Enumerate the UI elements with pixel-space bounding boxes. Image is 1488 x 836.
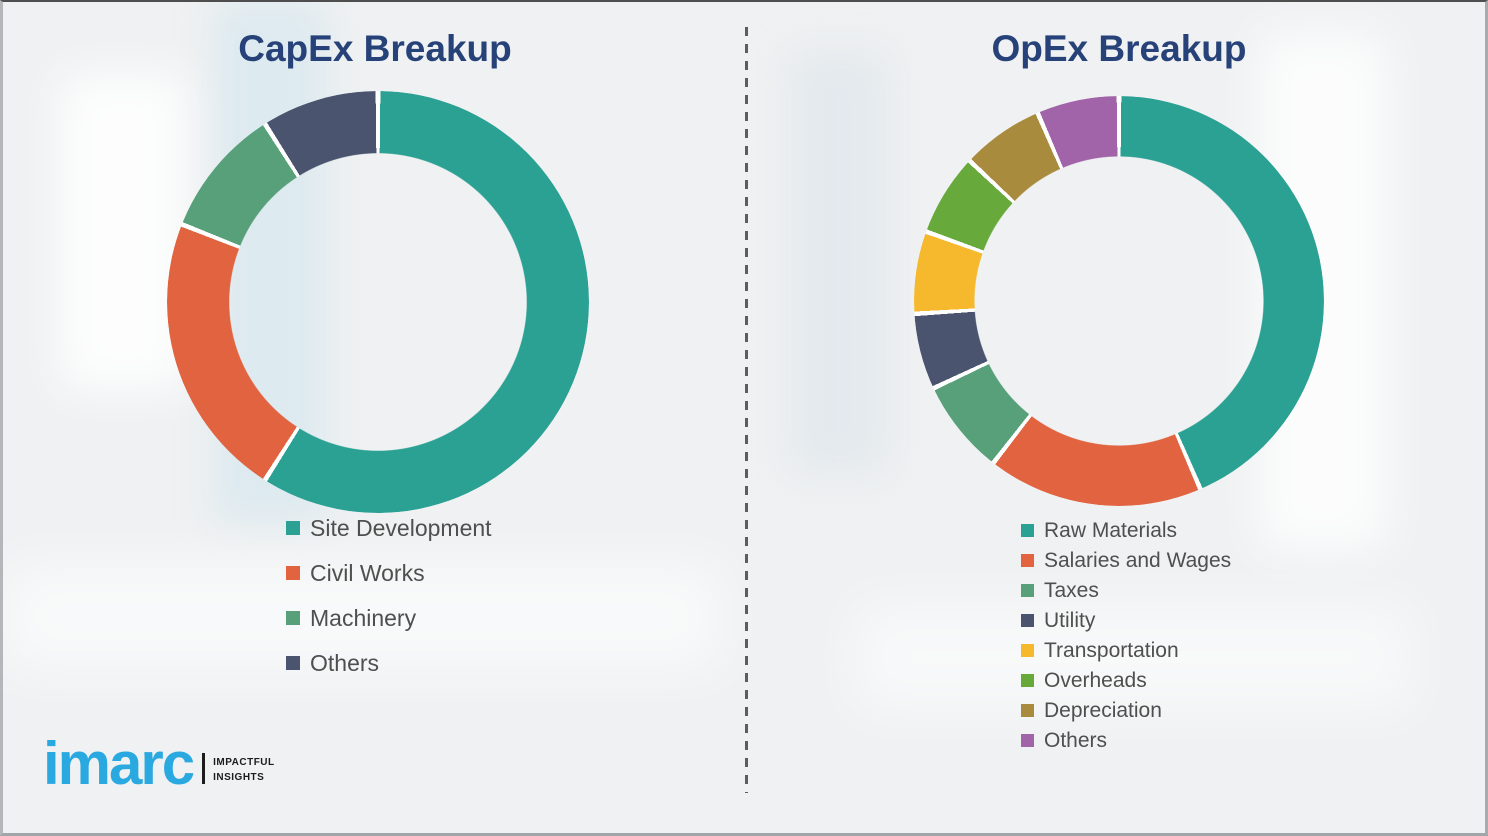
legend-swatch <box>1021 524 1034 537</box>
capex-legend: Site Development Civil Works Machinery Othe… <box>286 514 492 677</box>
legend-swatch <box>286 521 300 535</box>
legend-item: Civil Works <box>286 559 492 587</box>
legend-label: Transportation <box>1044 639 1179 662</box>
legend-swatch <box>1021 584 1034 597</box>
legend-item: Depreciation <box>1021 698 1231 723</box>
legend-label: Site Development <box>310 515 492 541</box>
tagline-line2: INSIGHTS <box>213 771 265 783</box>
opex-legend: Raw Materials Salaries and Wages Taxes Util… <box>1021 518 1231 753</box>
legend-item: Others <box>1021 728 1231 753</box>
legend-item: Overheads <box>1021 668 1231 693</box>
legend-swatch <box>1021 554 1034 567</box>
imarc-logo-tagline: IMPACTFUL INSIGHTS <box>213 756 275 785</box>
logo-divider-bar <box>202 753 206 785</box>
legend-item: Others <box>286 649 492 677</box>
legend-label: Machinery <box>310 605 417 631</box>
legend-label: Salaries and Wages <box>1044 549 1232 572</box>
legend-item: Machinery <box>286 604 492 632</box>
legend-item: Site Development <box>286 514 492 542</box>
legend-swatch <box>286 611 300 625</box>
legend-swatch <box>286 566 300 580</box>
legend-item: Salaries and Wages <box>1021 548 1231 573</box>
legend-label: Others <box>310 650 380 676</box>
legend-swatch <box>1021 614 1034 627</box>
legend-label: Utility <box>1044 609 1096 632</box>
legend-swatch <box>1021 674 1034 687</box>
legend-swatch <box>286 656 300 670</box>
imarc-logo-wordmark: imarc <box>43 730 195 797</box>
vertical-dashed-divider <box>745 27 748 793</box>
capex-title: CapEx Breakup <box>238 28 512 69</box>
legend-item: Transportation <box>1021 638 1231 663</box>
tagline-line1: IMPACTFUL <box>213 757 275 769</box>
legend-swatch <box>1021 704 1034 717</box>
legend-swatch <box>1021 734 1034 747</box>
legend-label: Overheads <box>1044 669 1147 692</box>
legend-item: Utility <box>1021 608 1231 633</box>
legend-swatch <box>1021 644 1034 657</box>
opex-title: OpEx Breakup <box>991 28 1247 69</box>
imarc-logo: imarc IMPACTFUL INSIGHTS <box>43 730 275 797</box>
legend-item: Taxes <box>1021 578 1231 603</box>
opex-donut-chart <box>914 96 1324 506</box>
legend-label: Others <box>1044 729 1108 752</box>
legend-label: Raw Materials <box>1044 519 1178 542</box>
capex-donut-chart <box>167 91 589 513</box>
capex-section: CapEx Breakup Site Development Civil Work… <box>3 2 747 833</box>
opex-section: OpEx Breakup Raw Materials Salaries and W… <box>747 2 1485 833</box>
legend-label: Civil Works <box>310 560 425 586</box>
legend-item: Raw Materials <box>1021 518 1231 543</box>
legend-label: Taxes <box>1044 579 1099 602</box>
legend-label: Depreciation <box>1044 699 1162 722</box>
